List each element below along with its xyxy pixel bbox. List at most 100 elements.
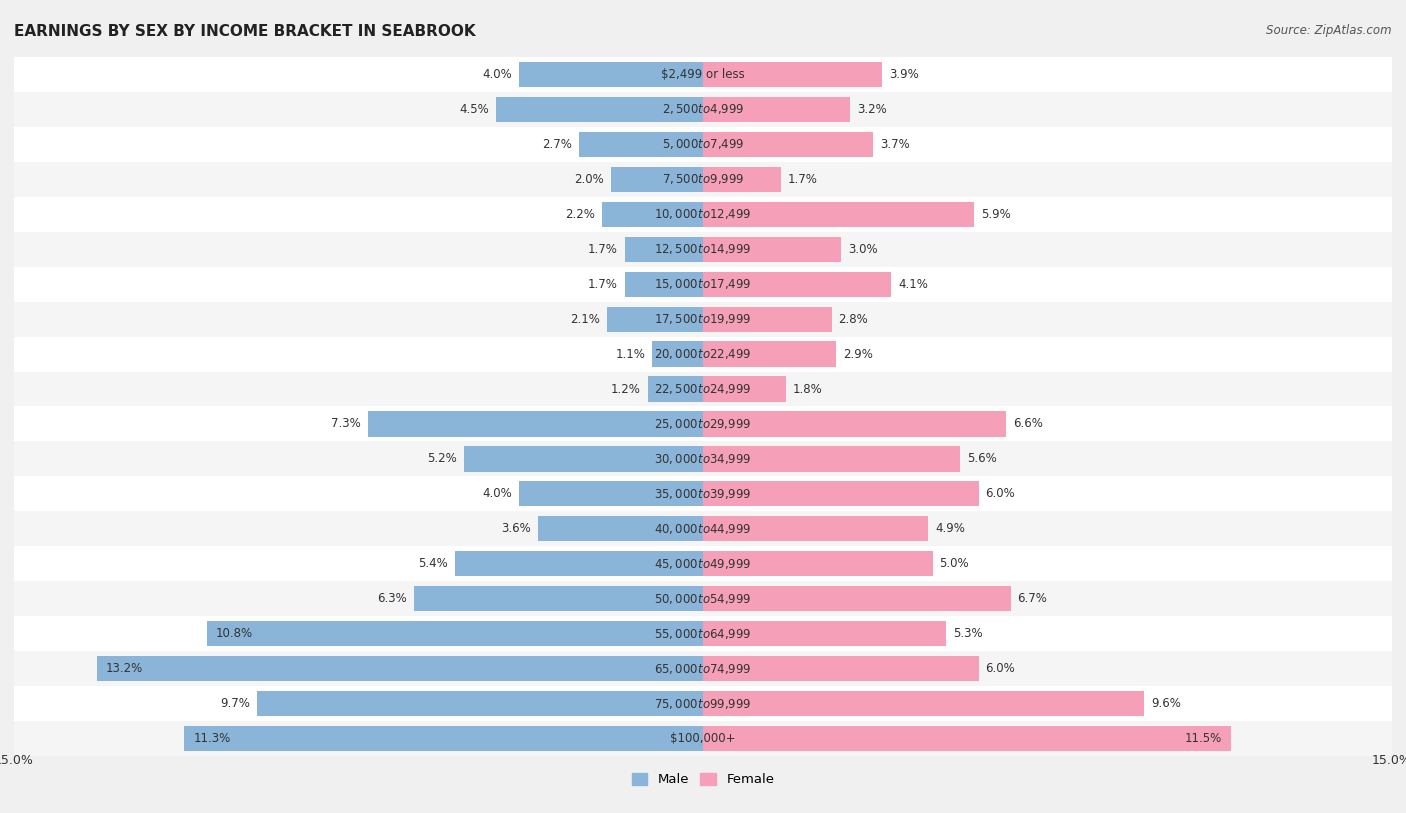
- Bar: [624, 272, 703, 297]
- Text: 5.9%: 5.9%: [981, 208, 1011, 220]
- Text: 4.1%: 4.1%: [898, 278, 928, 290]
- Text: 9.6%: 9.6%: [1152, 698, 1181, 710]
- Text: $75,000 to $99,999: $75,000 to $99,999: [654, 697, 752, 711]
- Text: 10.8%: 10.8%: [217, 628, 253, 640]
- Bar: [703, 97, 851, 122]
- Text: 5.2%: 5.2%: [427, 453, 457, 465]
- Bar: [14, 511, 1392, 546]
- Text: 2.1%: 2.1%: [569, 313, 599, 325]
- Text: 3.6%: 3.6%: [501, 523, 531, 535]
- Bar: [703, 132, 873, 157]
- Text: 6.0%: 6.0%: [986, 663, 1015, 675]
- Text: $20,000 to $22,499: $20,000 to $22,499: [654, 347, 752, 361]
- Bar: [14, 616, 1392, 651]
- Bar: [703, 621, 946, 646]
- Bar: [14, 476, 1392, 511]
- Text: 3.9%: 3.9%: [889, 68, 918, 80]
- Bar: [14, 337, 1392, 372]
- Text: 2.8%: 2.8%: [838, 313, 869, 325]
- Text: 3.0%: 3.0%: [848, 243, 877, 255]
- Text: $7,500 to $9,999: $7,500 to $9,999: [662, 172, 744, 186]
- Text: 5.6%: 5.6%: [967, 453, 997, 465]
- Text: $25,000 to $29,999: $25,000 to $29,999: [654, 417, 752, 431]
- Bar: [703, 446, 960, 472]
- Text: $22,500 to $24,999: $22,500 to $24,999: [654, 382, 752, 396]
- Text: 2.0%: 2.0%: [575, 173, 605, 185]
- Bar: [579, 132, 703, 157]
- Bar: [703, 167, 782, 192]
- Bar: [703, 586, 1011, 611]
- Bar: [648, 376, 703, 402]
- Text: $40,000 to $44,999: $40,000 to $44,999: [654, 522, 752, 536]
- Text: Source: ZipAtlas.com: Source: ZipAtlas.com: [1267, 24, 1392, 37]
- Text: 11.5%: 11.5%: [1185, 733, 1222, 745]
- Text: 4.5%: 4.5%: [460, 103, 489, 115]
- Text: $100,000+: $100,000+: [671, 733, 735, 745]
- Bar: [456, 551, 703, 576]
- Bar: [14, 232, 1392, 267]
- Bar: [703, 516, 928, 541]
- Bar: [612, 167, 703, 192]
- Text: 1.1%: 1.1%: [616, 348, 645, 360]
- Text: 6.0%: 6.0%: [986, 488, 1015, 500]
- Text: $12,500 to $14,999: $12,500 to $14,999: [654, 242, 752, 256]
- Text: $5,000 to $7,499: $5,000 to $7,499: [662, 137, 744, 151]
- Bar: [602, 202, 703, 227]
- Text: 4.0%: 4.0%: [482, 488, 512, 500]
- Bar: [703, 307, 831, 332]
- Bar: [14, 162, 1392, 197]
- Bar: [703, 656, 979, 681]
- Bar: [703, 237, 841, 262]
- Text: 15.0%: 15.0%: [1372, 754, 1406, 767]
- Bar: [703, 411, 1007, 437]
- Bar: [14, 546, 1392, 581]
- Bar: [703, 376, 786, 402]
- Bar: [703, 726, 1232, 751]
- Bar: [703, 341, 837, 367]
- Text: $10,000 to $12,499: $10,000 to $12,499: [654, 207, 752, 221]
- Bar: [703, 202, 974, 227]
- Bar: [14, 406, 1392, 441]
- Bar: [14, 57, 1392, 92]
- Bar: [368, 411, 703, 437]
- Text: 4.9%: 4.9%: [935, 523, 965, 535]
- Bar: [257, 691, 703, 716]
- Text: 15.0%: 15.0%: [0, 754, 34, 767]
- Bar: [184, 726, 703, 751]
- Text: 9.7%: 9.7%: [221, 698, 250, 710]
- Text: $35,000 to $39,999: $35,000 to $39,999: [654, 487, 752, 501]
- Text: 7.3%: 7.3%: [330, 418, 361, 430]
- Text: 6.7%: 6.7%: [1018, 593, 1047, 605]
- Bar: [464, 446, 703, 472]
- Bar: [703, 481, 979, 506]
- Bar: [519, 62, 703, 87]
- Text: $2,499 or less: $2,499 or less: [661, 68, 745, 80]
- Bar: [14, 581, 1392, 616]
- Text: 6.6%: 6.6%: [1012, 418, 1043, 430]
- Bar: [703, 272, 891, 297]
- Text: 5.3%: 5.3%: [953, 628, 983, 640]
- Text: 3.2%: 3.2%: [856, 103, 887, 115]
- Text: 13.2%: 13.2%: [105, 663, 143, 675]
- Bar: [703, 551, 932, 576]
- Bar: [496, 97, 703, 122]
- Text: 2.7%: 2.7%: [543, 138, 572, 150]
- Bar: [703, 691, 1144, 716]
- Bar: [703, 62, 882, 87]
- Bar: [207, 621, 703, 646]
- Bar: [652, 341, 703, 367]
- Bar: [606, 307, 703, 332]
- Text: $17,500 to $19,999: $17,500 to $19,999: [654, 312, 752, 326]
- Text: $30,000 to $34,999: $30,000 to $34,999: [654, 452, 752, 466]
- Text: $2,500 to $4,999: $2,500 to $4,999: [662, 102, 744, 116]
- Text: $50,000 to $54,999: $50,000 to $54,999: [654, 592, 752, 606]
- Text: 3.7%: 3.7%: [880, 138, 910, 150]
- Text: 1.7%: 1.7%: [787, 173, 818, 185]
- Legend: Male, Female: Male, Female: [626, 767, 780, 791]
- Text: 1.7%: 1.7%: [588, 278, 619, 290]
- Text: 1.7%: 1.7%: [588, 243, 619, 255]
- Bar: [624, 237, 703, 262]
- Bar: [14, 372, 1392, 406]
- Text: 1.8%: 1.8%: [793, 383, 823, 395]
- Bar: [14, 127, 1392, 162]
